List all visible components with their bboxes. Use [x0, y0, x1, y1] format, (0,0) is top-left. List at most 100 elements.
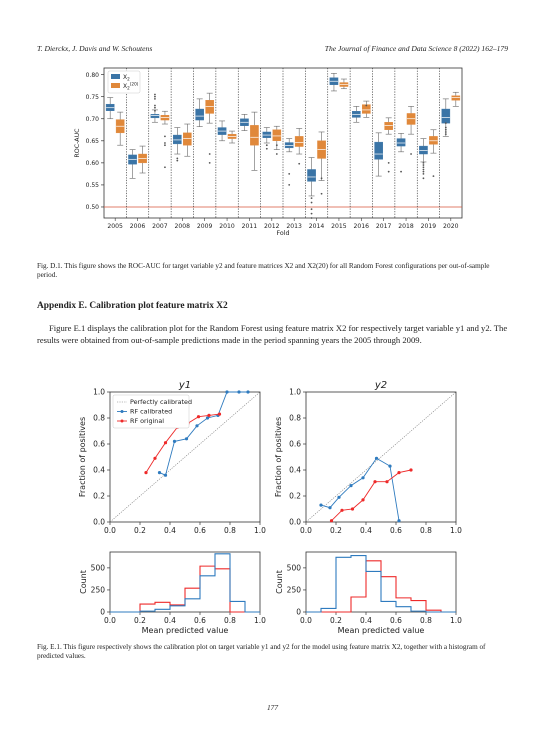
x-tick-label: 2008	[175, 223, 191, 230]
y-tick-label: 0.75	[86, 94, 100, 101]
y-axis-label: Fraction of positives	[78, 417, 87, 497]
x-tick-label: 0.4	[164, 616, 176, 625]
y-tick-label: 0.80	[86, 72, 100, 79]
histogram-y2: 0.0 0.2 0.4 0.6 0.8 1.0 0 250 500 Mean predicted …	[274, 548, 464, 638]
calibration-plot-y1: y10.00.00.20.20.40.40.60.60.80.81.01.0Fr…	[78, 378, 268, 538]
rf-original-point	[385, 480, 388, 483]
legend-label-perfect: Perfectly calibrated	[130, 398, 192, 406]
box-outlier	[288, 173, 290, 175]
y-tick-label: 0.50	[86, 204, 100, 211]
legend-swatch-x2-20	[111, 83, 120, 88]
x-tick-label: 0.2	[330, 526, 342, 535]
x-tick-label: 2012	[264, 223, 280, 230]
y-tick-label: 0	[296, 608, 301, 617]
rf-original-point	[361, 498, 364, 501]
x-tick-label: 2013	[286, 223, 302, 230]
y-axis-label: Count	[275, 570, 284, 594]
box-iqr	[452, 96, 460, 100]
box-outlier	[276, 153, 278, 155]
x-axis-label: Mean predicted value	[338, 626, 425, 635]
y-tick-label: 0.0	[289, 518, 301, 527]
calibration-legend: Perfectly calibratedRF calibratedRF orig…	[113, 395, 192, 428]
box-outlier	[311, 213, 313, 215]
appendix-e-body: Figure E.1 displays the calibration plot…	[37, 323, 509, 346]
rf-original-point	[330, 519, 333, 522]
box-outlier	[365, 105, 367, 107]
running-header-journal: The Journal of Finance and Data Science …	[325, 44, 508, 53]
box-iqr	[375, 142, 383, 159]
x-tick-label: 0.4	[360, 526, 372, 535]
box-iqr	[419, 146, 427, 154]
x-tick-label: 0.8	[420, 616, 432, 625]
x-tick-label: 0.4	[164, 526, 176, 535]
histogram-y1: 0.0 0.2 0.4 0.6 0.8 1.00250500Mean predicted …	[78, 548, 268, 638]
box-outlier	[266, 144, 268, 146]
box-outlier	[423, 162, 425, 164]
rf-original-point	[164, 441, 167, 444]
box-outlier	[311, 217, 313, 219]
rf-calibrated-point	[164, 474, 167, 477]
x-tick-label: 2017	[376, 223, 392, 230]
y-tick-label: 0	[100, 608, 105, 617]
box-outlier	[154, 94, 156, 96]
box-outlier	[445, 133, 447, 135]
y-tick-label: 250	[287, 586, 302, 595]
plot-title: y2	[374, 380, 387, 391]
y-tick-label: 0.0	[93, 518, 105, 527]
y-axis-label: Fraction of positives	[274, 417, 283, 497]
y-tick-label: 0.8	[93, 414, 105, 423]
x-tick-label: 0.2	[134, 526, 146, 535]
legend-swatch-x2	[111, 74, 120, 79]
page-number: 177	[0, 703, 545, 712]
box-iqr	[397, 139, 405, 147]
y-tick-label: 250	[91, 586, 106, 595]
x-tick-label: 2015	[331, 223, 347, 230]
box-iqr	[429, 136, 437, 144]
box-iqr	[285, 143, 293, 148]
box-iqr	[307, 169, 315, 181]
box-outlier	[276, 144, 278, 146]
rf-original-point	[144, 471, 147, 474]
x-tick-label: 2006	[130, 223, 146, 230]
rf-original-point	[153, 457, 156, 460]
box-legend: X2X2(20)	[108, 71, 140, 93]
box-iqr	[442, 109, 450, 123]
box-iqr	[295, 136, 303, 146]
box-iqr	[183, 133, 191, 145]
y-tick-label: 500	[91, 564, 106, 573]
x-tick-label: 2011	[242, 223, 258, 230]
figure-d1-caption-text: Fig. D.1. This figure shows the ROC-AUC …	[37, 262, 489, 279]
x-axis-label: Fold	[277, 230, 290, 237]
legend-marker-calibrated	[121, 410, 124, 413]
y-axis-label: Count	[79, 570, 88, 594]
box-outlier	[311, 208, 313, 210]
y-tick-label: 0.4	[289, 466, 301, 475]
roc-auc-box-plot: 0.50 0.55 0.60 0.65 0.70 0.75 0.80 2005 2006 2007…	[70, 66, 480, 246]
box-outlier	[423, 171, 425, 173]
rf-calibrated-point	[361, 476, 364, 479]
box-outlier	[321, 193, 323, 195]
rf-calibrated-point	[337, 496, 340, 499]
x-tick-label: 0.6	[194, 526, 206, 535]
x-tick-label: 2014	[309, 223, 325, 230]
box-iqr	[206, 100, 214, 113]
x-tick-label: 2009	[197, 223, 213, 230]
box-outlier	[445, 129, 447, 131]
x-tick-label: 2016	[354, 223, 370, 230]
x-tick-label: 0.6	[390, 526, 402, 535]
x-tick-label: 0.0	[300, 616, 312, 625]
rf-calibrated-point	[375, 457, 378, 460]
box-iqr	[273, 130, 281, 141]
box-outlier	[164, 166, 166, 168]
x-tick-label: 2020	[443, 223, 459, 230]
box-outlier	[209, 153, 211, 155]
box-outlier	[423, 173, 425, 175]
rf-original-point	[409, 468, 412, 471]
box-outlier	[176, 160, 178, 162]
x-tick-label: 0.8	[420, 526, 432, 535]
legend-marker-original	[121, 420, 124, 423]
box-iqr	[250, 125, 258, 145]
box-outlier	[154, 98, 156, 100]
box-outlier	[445, 131, 447, 133]
y-tick-label: 0.2	[289, 492, 301, 501]
